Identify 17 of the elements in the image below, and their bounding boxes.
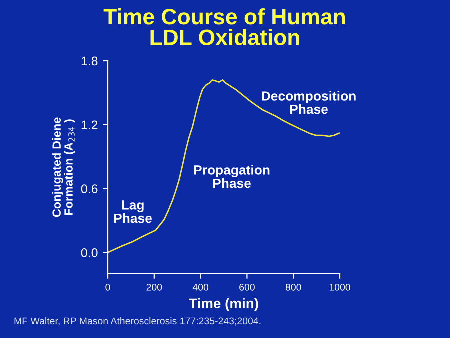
annotation: Propagation Phase xyxy=(194,165,270,188)
y-tick-label: 1.8 xyxy=(82,56,98,66)
y-axis-title: Conjugated Diene Formation (A$_{234}$ ) xyxy=(52,118,76,218)
x-tick-label: 1000 xyxy=(330,284,350,291)
chart-title: Time Course of Human LDL Oxidation xyxy=(104,8,346,46)
text: MF Walter, RP Mason Atherosclerosis 177:235-243;2004. xyxy=(14,317,261,326)
x-tick-label: 0 xyxy=(106,284,110,291)
y-tick-label: 0.6 xyxy=(81,184,98,194)
annotation: Lag Phase xyxy=(114,200,152,224)
y-tick-label: 0.0 xyxy=(81,248,98,258)
x-tick-label: 600 xyxy=(240,284,255,291)
annotation: Decomposition Phase xyxy=(262,91,356,114)
y-tick-label: 1.2 xyxy=(82,120,98,130)
x-tick-label: 400 xyxy=(192,284,209,291)
x-axis-title: Time (min) xyxy=(189,298,258,312)
x-tick-label: 200 xyxy=(146,284,162,291)
x-tick-label: 800 xyxy=(286,284,302,291)
